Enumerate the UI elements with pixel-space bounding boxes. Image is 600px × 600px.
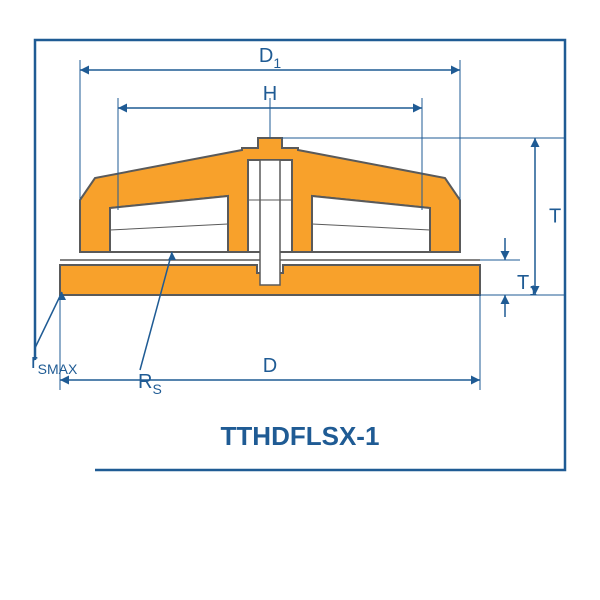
label-H: H	[263, 83, 277, 105]
label-rsmax: rSMAX	[31, 351, 78, 377]
leader-rsmax	[35, 292, 62, 348]
label-T: T	[549, 206, 561, 228]
label-D: D	[263, 355, 277, 377]
bearing-diagram: D1 H D T T1 RS rSMAX TTHDFLSX-1	[0, 0, 600, 600]
label-Rs: RS	[138, 371, 162, 397]
diagram-frame	[35, 40, 565, 470]
diagram-title: TTHDFLSX-1	[221, 421, 380, 451]
center-pin	[260, 160, 280, 285]
label-T1: T1	[517, 272, 537, 298]
label-D1: D1	[259, 45, 281, 71]
